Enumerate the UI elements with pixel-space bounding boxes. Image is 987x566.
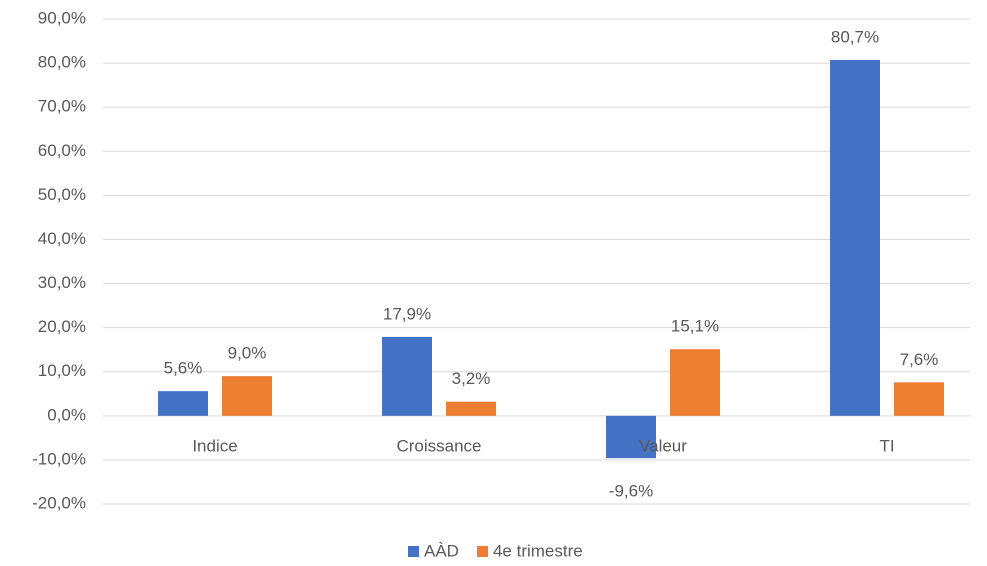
x-tick-label: TI [879,436,894,455]
data-label: -9,6% [609,482,653,501]
legend-label: AÀD [424,541,459,560]
y-tick-label: 30,0% [38,273,86,292]
bar [222,376,272,416]
y-tick-label: 80,0% [38,53,86,72]
bar [830,60,880,416]
data-label: 3,2% [452,369,491,388]
data-label: 15,1% [671,317,719,336]
y-tick-label: 40,0% [38,229,86,248]
legend-swatch [408,546,419,557]
y-tick-label: 60,0% [38,141,86,160]
y-tick-label: 20,0% [38,317,86,336]
bar [382,336,432,416]
y-tick-label: 50,0% [38,185,86,204]
legend-label: 4e trimestre [493,541,583,560]
y-tick-label: -10,0% [32,449,86,468]
y-tick-label: 90,0% [38,8,86,27]
y-tick-label: 10,0% [38,361,86,380]
bar [158,391,208,416]
bar [894,382,944,416]
bar [446,401,496,416]
x-tick-label: Valeur [639,436,687,455]
data-label: 80,7% [831,27,879,46]
y-tick-label: 0,0% [47,405,86,424]
x-tick-label: Indice [192,436,237,455]
bar [606,415,656,459]
bar [670,349,720,416]
legend-swatch [476,546,488,557]
y-tick-label: 70,0% [38,97,86,116]
x-tick-label: Croissance [396,436,481,455]
data-label: 5,6% [164,359,203,378]
data-label: 17,9% [383,304,431,323]
data-label: 9,0% [228,344,267,363]
y-tick-label: -20,0% [32,493,86,512]
data-label: 7,6% [900,350,939,369]
